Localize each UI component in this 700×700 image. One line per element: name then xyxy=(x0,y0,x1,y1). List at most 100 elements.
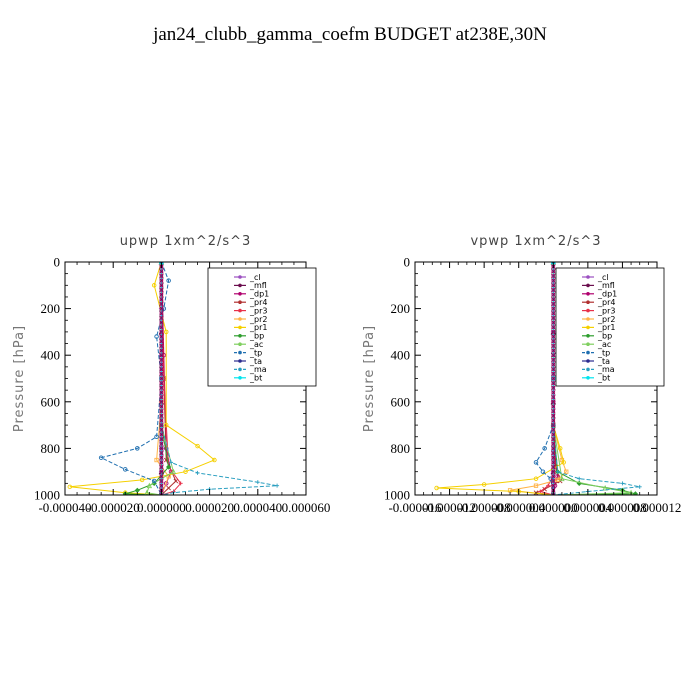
legend-label: _bp xyxy=(597,332,612,341)
panel-title: upwp 1xm^2/s^3 xyxy=(120,234,252,249)
legend-label: _ma xyxy=(597,365,615,374)
legend-label: _pr3 xyxy=(597,306,615,315)
legend-marker-cl xyxy=(238,275,242,279)
trunk-marker xyxy=(551,283,556,288)
marker-ac xyxy=(146,482,153,489)
legend-box xyxy=(207,267,317,387)
trunk-marker xyxy=(551,269,556,274)
trunk-marker xyxy=(159,348,164,353)
legend-label: _mfl xyxy=(249,281,267,290)
trunk-marker xyxy=(159,380,164,386)
y-tick-label: 0 xyxy=(404,255,411,270)
x-tick-label: 0.000000 xyxy=(529,500,578,515)
y-tick-label: 1000 xyxy=(384,488,410,503)
y-tick-label: 200 xyxy=(41,301,61,316)
y-tick-label: 400 xyxy=(391,348,411,363)
legend-label: _pr4 xyxy=(249,298,267,307)
marker-pr1 xyxy=(163,329,169,335)
legend-label: _pr2 xyxy=(597,315,615,324)
trunk-marker xyxy=(159,297,164,302)
trunk-marker xyxy=(159,385,164,391)
marker-pr1 xyxy=(434,485,439,491)
trunk-marker xyxy=(551,390,556,395)
marker-tp xyxy=(540,469,546,474)
trunk-marker xyxy=(551,478,556,484)
legend: _cl_mfl_dp1_pr4_pr3_pr2_pr1_bp_ac_tp_ta_… xyxy=(207,267,317,387)
marker-ma xyxy=(255,480,260,485)
trunk-marker xyxy=(159,413,164,419)
y-tick-label: 600 xyxy=(41,394,61,409)
trunk-marker xyxy=(159,465,164,469)
legend-label: _dp1 xyxy=(249,290,269,299)
legend-marker-pr2 xyxy=(238,317,242,321)
marker-ac xyxy=(602,485,608,491)
marker-pr4 xyxy=(173,478,179,484)
marker-pr4 xyxy=(166,485,171,491)
x-tick-label: -0.000004 xyxy=(492,500,546,515)
trunk-marker xyxy=(159,288,164,292)
trunk-marker xyxy=(551,446,556,451)
marker-tp xyxy=(122,467,128,472)
trunk-marker xyxy=(159,311,164,316)
x-tick-label: -0.000008 xyxy=(458,500,511,515)
legend-label: _bp xyxy=(249,332,264,341)
trunk-marker xyxy=(159,352,164,358)
marker-tp xyxy=(154,334,159,339)
marker-ma xyxy=(555,469,560,474)
trunk-marker xyxy=(159,274,164,278)
trunk-marker xyxy=(551,348,556,353)
trunk-marker xyxy=(551,399,556,404)
trunk-marker xyxy=(551,353,556,358)
trunk-marker xyxy=(551,464,556,470)
marker-pr1 xyxy=(151,283,157,288)
series-line-pr1 xyxy=(436,262,565,495)
marker-pr2 xyxy=(564,469,569,474)
trunk-marker xyxy=(159,381,164,386)
trunk-marker xyxy=(551,352,556,358)
y-tick-label: 800 xyxy=(391,441,411,456)
trunk-marker xyxy=(551,427,556,433)
series-group xyxy=(67,262,280,495)
x-tick-label: 0.000012 xyxy=(633,500,682,515)
legend-marker-pr4 xyxy=(586,300,590,305)
trunk-marker xyxy=(159,390,164,395)
marker-ac xyxy=(559,475,565,482)
marker-ma xyxy=(620,481,625,486)
trunk-marker xyxy=(159,362,164,367)
trunk-marker xyxy=(159,306,164,311)
trunk-marker xyxy=(551,357,556,363)
trunk-marker xyxy=(551,450,556,456)
legend-marker-pr1 xyxy=(238,325,242,330)
trunk-marker xyxy=(159,427,164,432)
trunk-marker xyxy=(551,460,556,465)
trunk-marker xyxy=(551,362,556,367)
trunk-marker xyxy=(159,469,164,474)
legend-label: _pr1 xyxy=(249,323,267,332)
trunk-marker xyxy=(551,409,556,413)
panel-title: vpwp 1xm^2/s^3 xyxy=(470,234,601,249)
trunk-marker xyxy=(159,353,164,358)
trunk-marker xyxy=(551,344,556,348)
y-tick-label: 0 xyxy=(54,255,61,270)
y-axis-label: Pressure [hPa] xyxy=(362,325,377,432)
legend-label: _pr4 xyxy=(597,298,615,307)
trunk-marker xyxy=(159,310,164,316)
trunk-marker xyxy=(551,399,556,405)
legend-marker-bt xyxy=(238,376,242,380)
trunk-marker xyxy=(159,362,164,367)
marker-pr3 xyxy=(178,481,183,486)
trunk-marker xyxy=(159,423,164,427)
trunk-marker xyxy=(159,404,164,409)
trunk-marker xyxy=(159,269,164,274)
trunk-marker xyxy=(551,455,556,460)
trunk-marker xyxy=(551,338,556,344)
marker-pr3 xyxy=(538,489,543,494)
trunk-marker xyxy=(159,371,164,377)
trunk-marker xyxy=(159,301,164,307)
marker-tp xyxy=(533,460,539,465)
trunk-marker xyxy=(551,292,556,297)
trunk-marker xyxy=(159,408,164,414)
trunk-marker xyxy=(159,278,164,283)
trunk-marker xyxy=(551,330,556,334)
legend-label: _cl xyxy=(249,273,261,282)
